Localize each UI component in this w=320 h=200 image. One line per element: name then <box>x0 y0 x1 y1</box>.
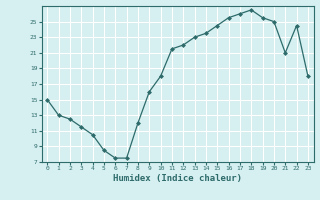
X-axis label: Humidex (Indice chaleur): Humidex (Indice chaleur) <box>113 174 242 183</box>
